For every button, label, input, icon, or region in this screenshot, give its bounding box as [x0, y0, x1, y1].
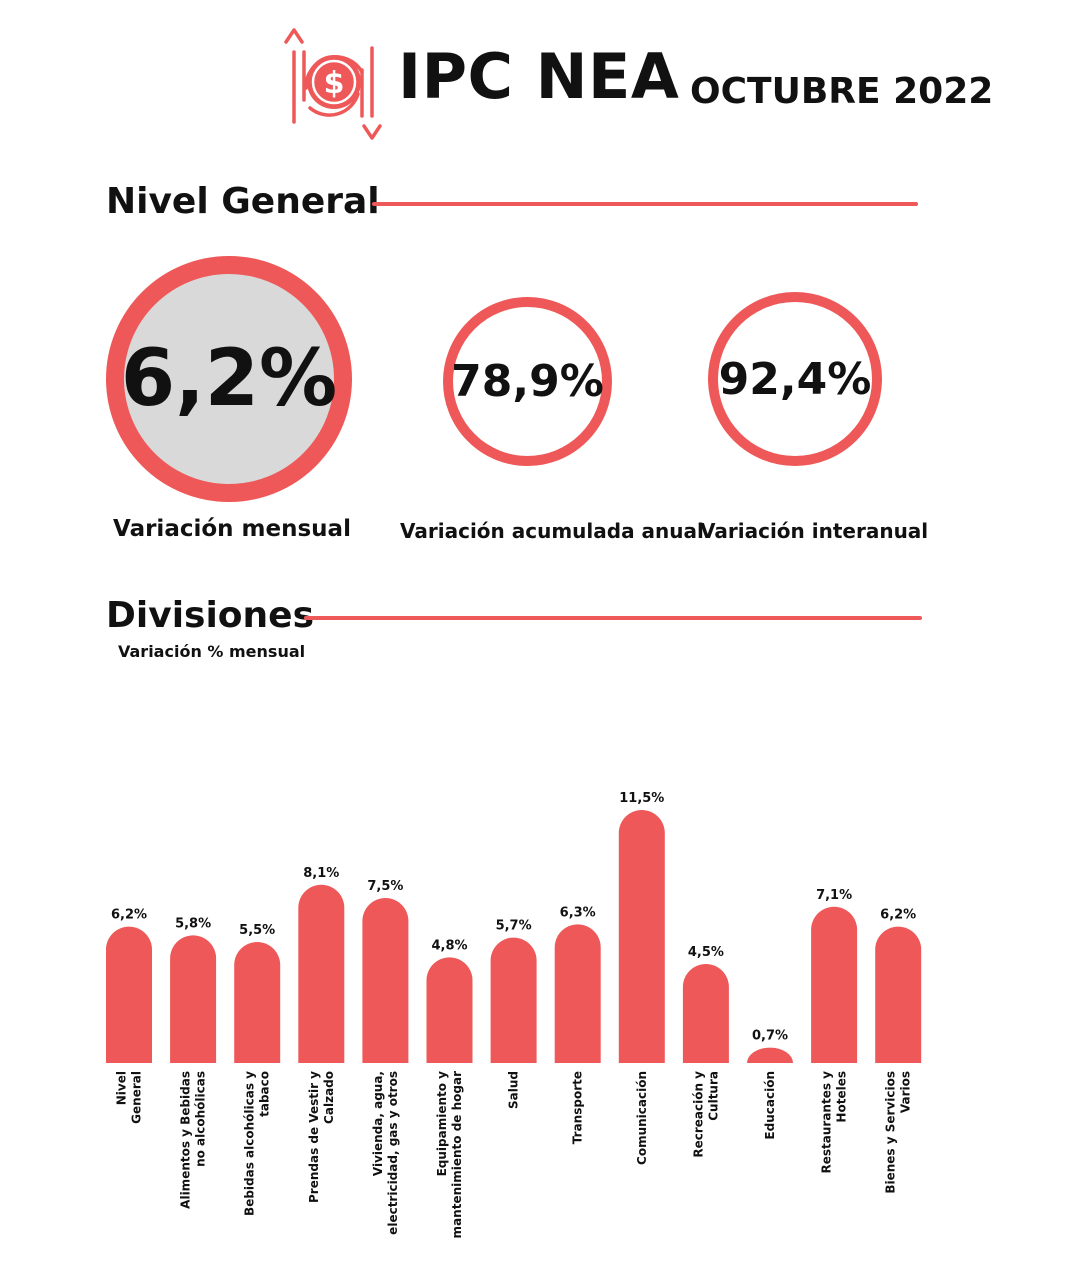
svg-text:Nivel: Nivel: [115, 1071, 129, 1105]
svg-text:no alcohólicas: no alcohólicas: [194, 1071, 208, 1167]
svg-text:Vivienda, agua,: Vivienda, agua,: [371, 1071, 385, 1176]
kpi-monthly-label: Variación mensual: [113, 516, 351, 542]
data-label-2: 5,5%: [239, 923, 275, 938]
data-label-0: 6,2%: [111, 908, 147, 923]
svg-text:mantenimiento de hogar: mantenimiento de hogar: [450, 1071, 464, 1239]
svg-text:Educación: Educación: [763, 1071, 777, 1140]
period-label: OCTUBRE 2022: [690, 71, 994, 112]
data-label-10: 0,7%: [752, 1029, 788, 1044]
chart-subtitle: Variación % mensual: [118, 642, 306, 661]
svg-text:Transporte: Transporte: [571, 1071, 585, 1144]
bar-1: [170, 935, 217, 1063]
bar-12: [875, 926, 922, 1063]
category-label-5: Equipamiento y mantenimiento de hogar: [435, 1071, 464, 1239]
data-label-9: 4,5%: [688, 945, 724, 960]
svg-text:Prendas de Vestir y: Prendas de Vestir y: [307, 1071, 321, 1203]
section-title-nivel-general: Nivel General: [106, 181, 380, 222]
svg-text:Recreación y: Recreación y: [691, 1071, 705, 1158]
category-label-1: Alimentos y Bebidas no alcohólicas: [179, 1071, 208, 1209]
data-label-8: 11,5%: [619, 791, 664, 806]
bar-3: [298, 884, 345, 1063]
kpi-annual-label: Variación acumulada anual: [400, 519, 704, 543]
bar-2: [234, 942, 281, 1063]
category-label-6: Salud: [507, 1071, 521, 1109]
bar-9: [682, 964, 729, 1063]
data-label-7: 6,3%: [560, 905, 596, 920]
svg-text:Alimentos y Bebidas: Alimentos y Bebidas: [179, 1071, 193, 1209]
bar-7: [554, 924, 601, 1063]
svg-text:General: General: [130, 1071, 144, 1124]
data-label-5: 4,8%: [431, 938, 467, 953]
svg-text:Hoteles: Hoteles: [835, 1071, 849, 1123]
category-label-11: Restaurantes y Hoteles: [820, 1071, 849, 1174]
svg-text:Bienes y Servicios: Bienes y Servicios: [884, 1071, 898, 1194]
bar-10: [747, 1047, 793, 1063]
category-label-9: Recreación y Cultura: [691, 1071, 720, 1158]
data-label-11: 7,1%: [816, 888, 852, 903]
kpi-yoy-value: 92,4%: [718, 353, 872, 405]
bar-6: [490, 937, 537, 1063]
svg-text:Varios: Varios: [899, 1071, 913, 1113]
category-label-4: Vivienda, agua, electricidad, gas y otros: [371, 1071, 400, 1235]
kpi-annual-value: 78,9%: [451, 356, 604, 407]
category-label-3: Prendas de Vestir y Calzado: [307, 1071, 336, 1203]
section-divider: [372, 202, 918, 206]
svg-text:tabaco: tabaco: [258, 1071, 272, 1117]
svg-text:$: $: [324, 66, 345, 101]
category-label-0: Nivel General: [115, 1071, 144, 1124]
bar-5: [426, 957, 473, 1063]
svg-text:Salud: Salud: [507, 1071, 521, 1109]
category-label-12: Bienes y Servicios Varios: [884, 1071, 913, 1194]
svg-text:electricidad, gas y otros: electricidad, gas y otros: [386, 1071, 400, 1235]
data-label-3: 8,1%: [303, 866, 339, 881]
page-title: IPC NEA: [398, 40, 680, 113]
svg-text:Comunicación: Comunicación: [635, 1071, 649, 1165]
kpi-monthly-value: 6,2%: [120, 334, 338, 424]
svg-text:Bebidas alcohólicas y: Bebidas alcohólicas y: [243, 1071, 257, 1216]
category-label-2: Bebidas alcohólicas y tabaco: [243, 1071, 272, 1216]
section-title-divisiones: Divisiones: [106, 595, 315, 636]
data-label-1: 5,8%: [175, 916, 211, 931]
dollar-price-arrows-icon: $: [284, 28, 382, 140]
bar-11: [811, 906, 858, 1063]
section-divider: [304, 616, 922, 620]
svg-text:Cultura: Cultura: [706, 1071, 720, 1121]
svg-text:Equipamiento y: Equipamiento y: [435, 1071, 449, 1177]
bar-0: [106, 926, 152, 1063]
svg-text:Restaurantes y: Restaurantes y: [820, 1071, 834, 1174]
kpi-yoy-variation: 92,4%: [708, 292, 882, 466]
svg-text:Calzado: Calzado: [322, 1071, 336, 1124]
bar-8: [618, 810, 665, 1063]
kpi-annual-variation: 78,9%: [443, 297, 612, 466]
category-label-8: Comunicación: [635, 1071, 649, 1165]
category-label-10: Educación: [763, 1071, 777, 1140]
category-label-7: Transporte: [571, 1071, 585, 1144]
data-label-4: 7,5%: [367, 879, 403, 894]
data-label-6: 5,7%: [496, 919, 532, 934]
bar-4: [362, 898, 409, 1063]
kpi-yoy-label: Variación interanual: [700, 519, 929, 543]
data-label-12: 6,2%: [880, 908, 916, 923]
